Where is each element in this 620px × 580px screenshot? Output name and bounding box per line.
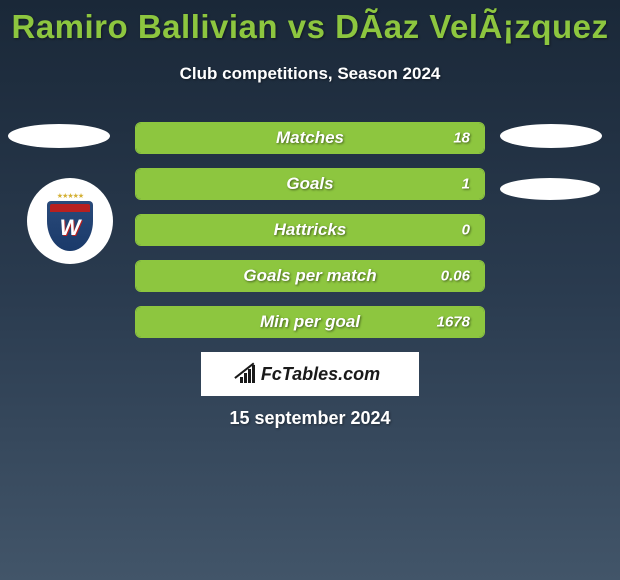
page-subtitle: Club competitions, Season 2024 [0,64,620,84]
club-logo: ★★★★★ W [27,178,113,264]
logo-letter: W [60,215,81,241]
stat-bar: Matches18 [135,122,485,154]
branding-badge: FcTables.com [201,352,419,396]
comparison-card: Ramiro Ballivian vs DÃ­az VelÃ¡zquez Clu… [0,0,620,580]
stat-value: 18 [453,130,470,147]
branding-text: FcTables.com [261,364,380,385]
stat-label: Goals per match [136,266,484,286]
date-label: 15 september 2024 [0,408,620,429]
stat-label: Goals [136,174,484,194]
stats-list: Matches18 Goals1 Hattricks0 Goals per match… [135,122,485,352]
right-decor-group [500,124,602,234]
stat-label: Matches [136,128,484,148]
stat-bar: Goals per match0.06 [135,260,485,292]
stat-value: 1 [462,176,470,193]
bars-chart-icon [240,365,255,383]
left-decor-group [8,124,110,182]
stat-bar: Goals1 [135,168,485,200]
stat-label: Hattricks [136,220,484,240]
stat-label: Min per goal [136,312,484,332]
decor-ellipse [500,178,600,200]
stat-value: 0.06 [441,268,470,285]
stat-bar: Min per goal1678 [135,306,485,338]
logo-stars-icon: ★★★★★ [57,192,83,200]
logo-shield-icon: W [47,201,93,251]
stat-value: 0 [462,222,470,239]
stat-value: 1678 [437,314,470,331]
stat-bar: Hattricks0 [135,214,485,246]
page-title: Ramiro Ballivian vs DÃ­az VelÃ¡zquez [0,0,620,46]
decor-ellipse [8,124,110,148]
decor-ellipse [500,124,602,148]
